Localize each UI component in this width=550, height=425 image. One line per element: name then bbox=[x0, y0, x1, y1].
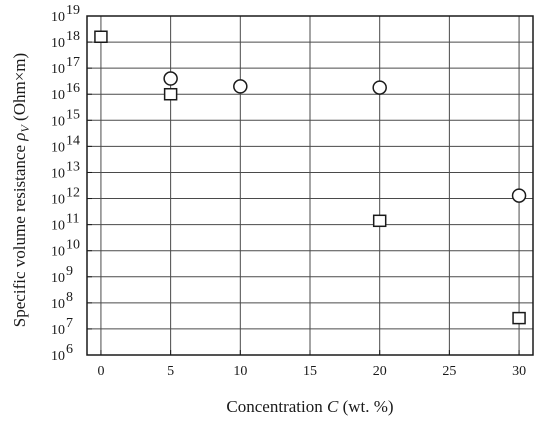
x-tick-label: 0 bbox=[97, 364, 104, 379]
x-tick-label: 20 bbox=[373, 364, 387, 379]
y-tick-exponent: 7 bbox=[66, 316, 73, 331]
y-axis-label-sub: V bbox=[18, 124, 32, 133]
circle-data-point bbox=[163, 71, 178, 86]
y-axis-label: Specific volume resistance ρV (Ohm×m) bbox=[10, 53, 32, 327]
y-axis-label-var: ρ bbox=[10, 133, 29, 142]
y-axis-label-post: (Ohm×m) bbox=[10, 53, 29, 125]
y-tick-exponent: 19 bbox=[66, 3, 80, 18]
x-axis-label-var: C bbox=[327, 397, 339, 416]
y-tick-label: 10 bbox=[51, 36, 65, 51]
y-tick-exponent: 18 bbox=[66, 29, 80, 44]
y-axis-label-pre: Specific volume resistance bbox=[10, 141, 29, 327]
x-tick-label: 25 bbox=[442, 364, 456, 379]
y-tick-label: 10 bbox=[51, 10, 65, 25]
x-tick-label: 30 bbox=[512, 364, 526, 379]
y-tick-exponent: 6 bbox=[66, 342, 73, 357]
y-tick-exponent: 8 bbox=[66, 290, 73, 305]
x-tick-label: 10 bbox=[233, 364, 247, 379]
y-tick-label: 10 bbox=[51, 140, 65, 155]
grid bbox=[87, 16, 533, 355]
x-tick-label: 15 bbox=[303, 364, 317, 379]
square-data-point bbox=[512, 311, 526, 325]
x-tick-labels: 0 5 10 15 20 25 30 bbox=[97, 364, 526, 379]
y-tick-exponent: 16 bbox=[66, 81, 80, 96]
y-tick-label: 10 bbox=[51, 166, 65, 181]
y-tick-label: 10 bbox=[51, 245, 65, 260]
y-tick-label: 10 bbox=[51, 114, 65, 129]
x-axis-label: Concentration C (wt. %) bbox=[226, 397, 393, 416]
y-tick-label: 10 bbox=[51, 297, 65, 312]
circle-data-point bbox=[372, 80, 387, 95]
y-tick-label: 10 bbox=[51, 271, 65, 286]
square-data-point bbox=[372, 214, 387, 228]
y-tick-exponent: 14 bbox=[66, 133, 80, 148]
data-points bbox=[94, 30, 527, 325]
y-tick-label: 10 bbox=[51, 349, 65, 364]
y-tick-exponent: 12 bbox=[66, 186, 80, 201]
y-tick-label: 10 bbox=[51, 88, 65, 103]
y-tick-exponent: 11 bbox=[66, 212, 79, 227]
square-data-point bbox=[94, 30, 108, 44]
y-tick-exponent: 9 bbox=[66, 264, 73, 279]
y-tick-label: 10 bbox=[51, 193, 65, 208]
square-data-point bbox=[163, 87, 178, 101]
y-tick-label: 10 bbox=[51, 323, 65, 338]
circle-data-point bbox=[511, 188, 527, 203]
y-tick-exponent: 15 bbox=[66, 107, 80, 122]
axis-ticks bbox=[87, 15, 520, 356]
y-tick-label: 10 bbox=[51, 62, 65, 77]
x-tick-label: 5 bbox=[167, 364, 174, 379]
y-tick-exponent: 10 bbox=[66, 238, 80, 253]
x-axis-label-pre: Concentration bbox=[226, 397, 327, 416]
x-axis-label-post: (wt. %) bbox=[338, 397, 393, 416]
y-tick-exponent: 13 bbox=[66, 159, 80, 174]
y-tick-label: 10 bbox=[51, 219, 65, 234]
circle-data-point bbox=[233, 79, 248, 94]
y-tick-exponent: 17 bbox=[66, 55, 80, 70]
